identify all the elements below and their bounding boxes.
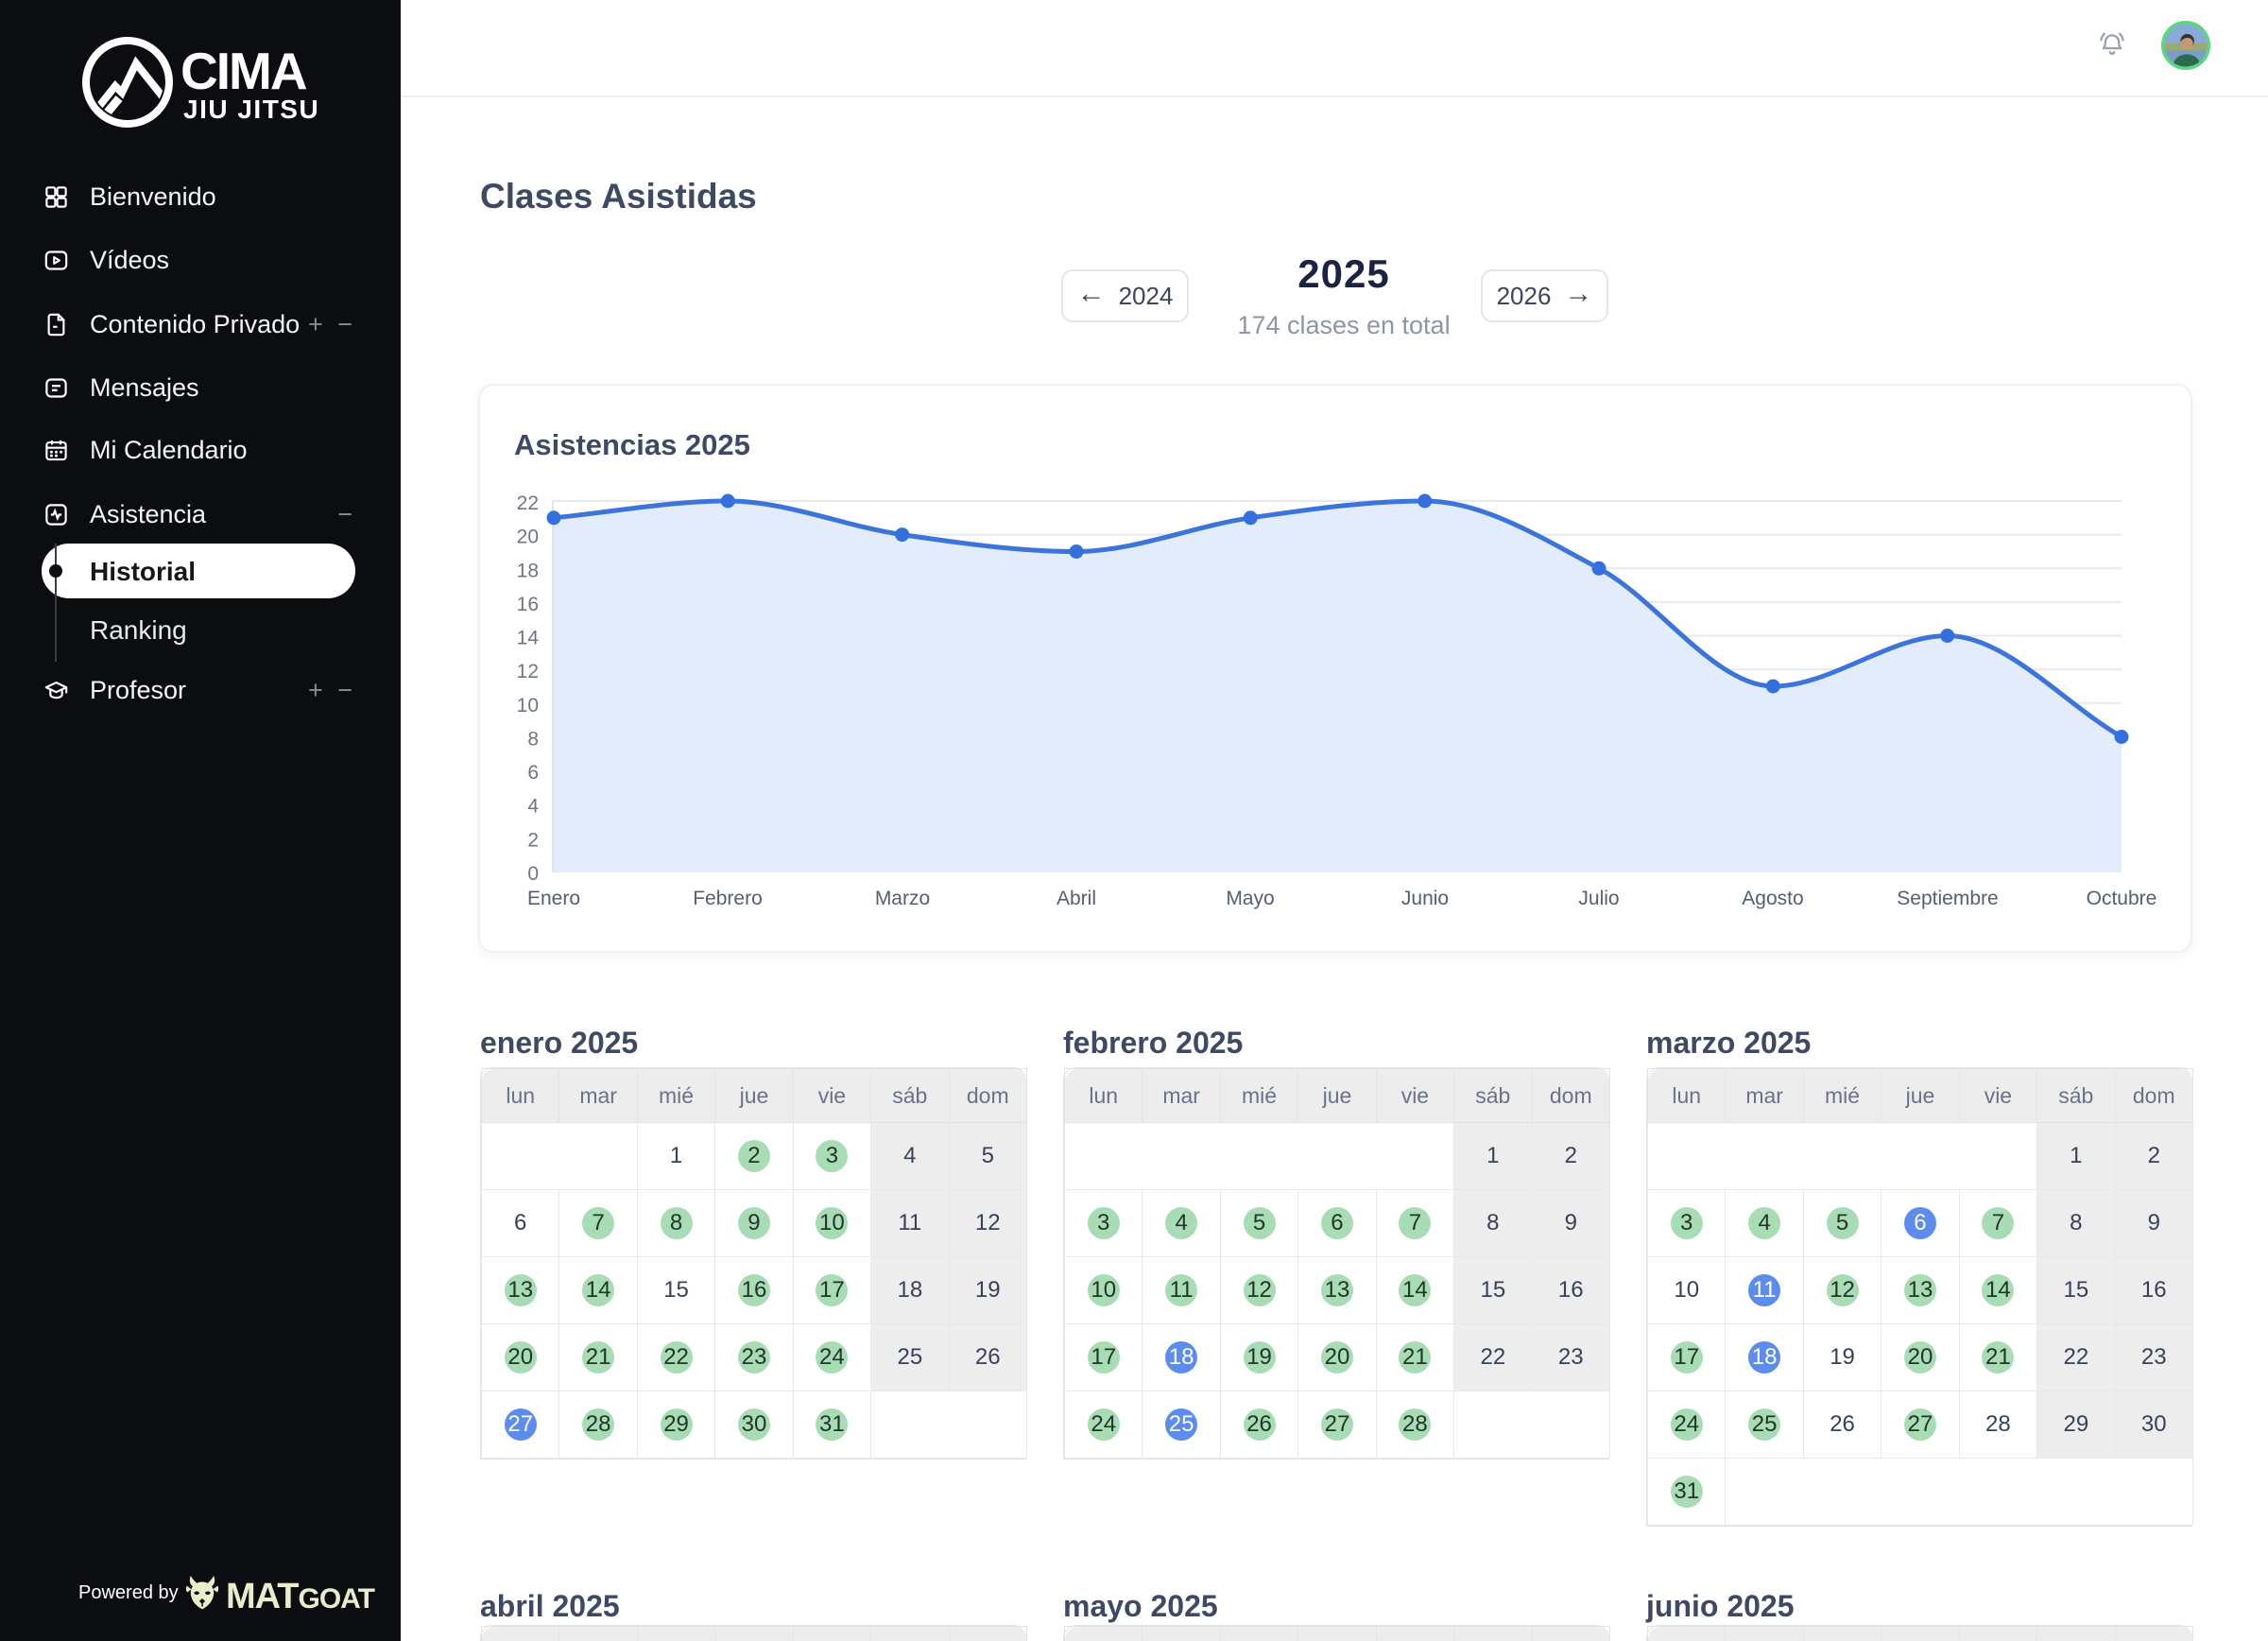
svg-text:4: 4 <box>527 796 539 818</box>
svg-text:12: 12 <box>517 661 539 682</box>
svg-text:22: 22 <box>517 492 539 514</box>
svg-text:Mayo: Mayo <box>1226 888 1274 909</box>
svg-text:2: 2 <box>527 829 539 851</box>
svg-text:6: 6 <box>527 762 539 784</box>
svg-text:Julio: Julio <box>1578 888 1619 909</box>
svg-text:20: 20 <box>517 527 539 548</box>
svg-text:Marzo: Marzo <box>875 888 930 909</box>
svg-text:Febrero: Febrero <box>693 888 763 909</box>
svg-text:14: 14 <box>517 628 540 649</box>
svg-text:8: 8 <box>527 729 539 751</box>
svg-text:Septiembre: Septiembre <box>1897 888 1998 909</box>
svg-text:Abril: Abril <box>1057 888 1096 909</box>
svg-text:18: 18 <box>517 560 539 581</box>
svg-text:Agosto: Agosto <box>1742 888 1803 909</box>
svg-text:Junio: Junio <box>1401 888 1449 909</box>
svg-text:Enero: Enero <box>527 888 580 909</box>
svg-text:10: 10 <box>517 695 539 717</box>
svg-text:0: 0 <box>527 863 539 885</box>
svg-text:Octubre: Octubre <box>2087 888 2157 909</box>
svg-text:16: 16 <box>517 594 539 615</box>
